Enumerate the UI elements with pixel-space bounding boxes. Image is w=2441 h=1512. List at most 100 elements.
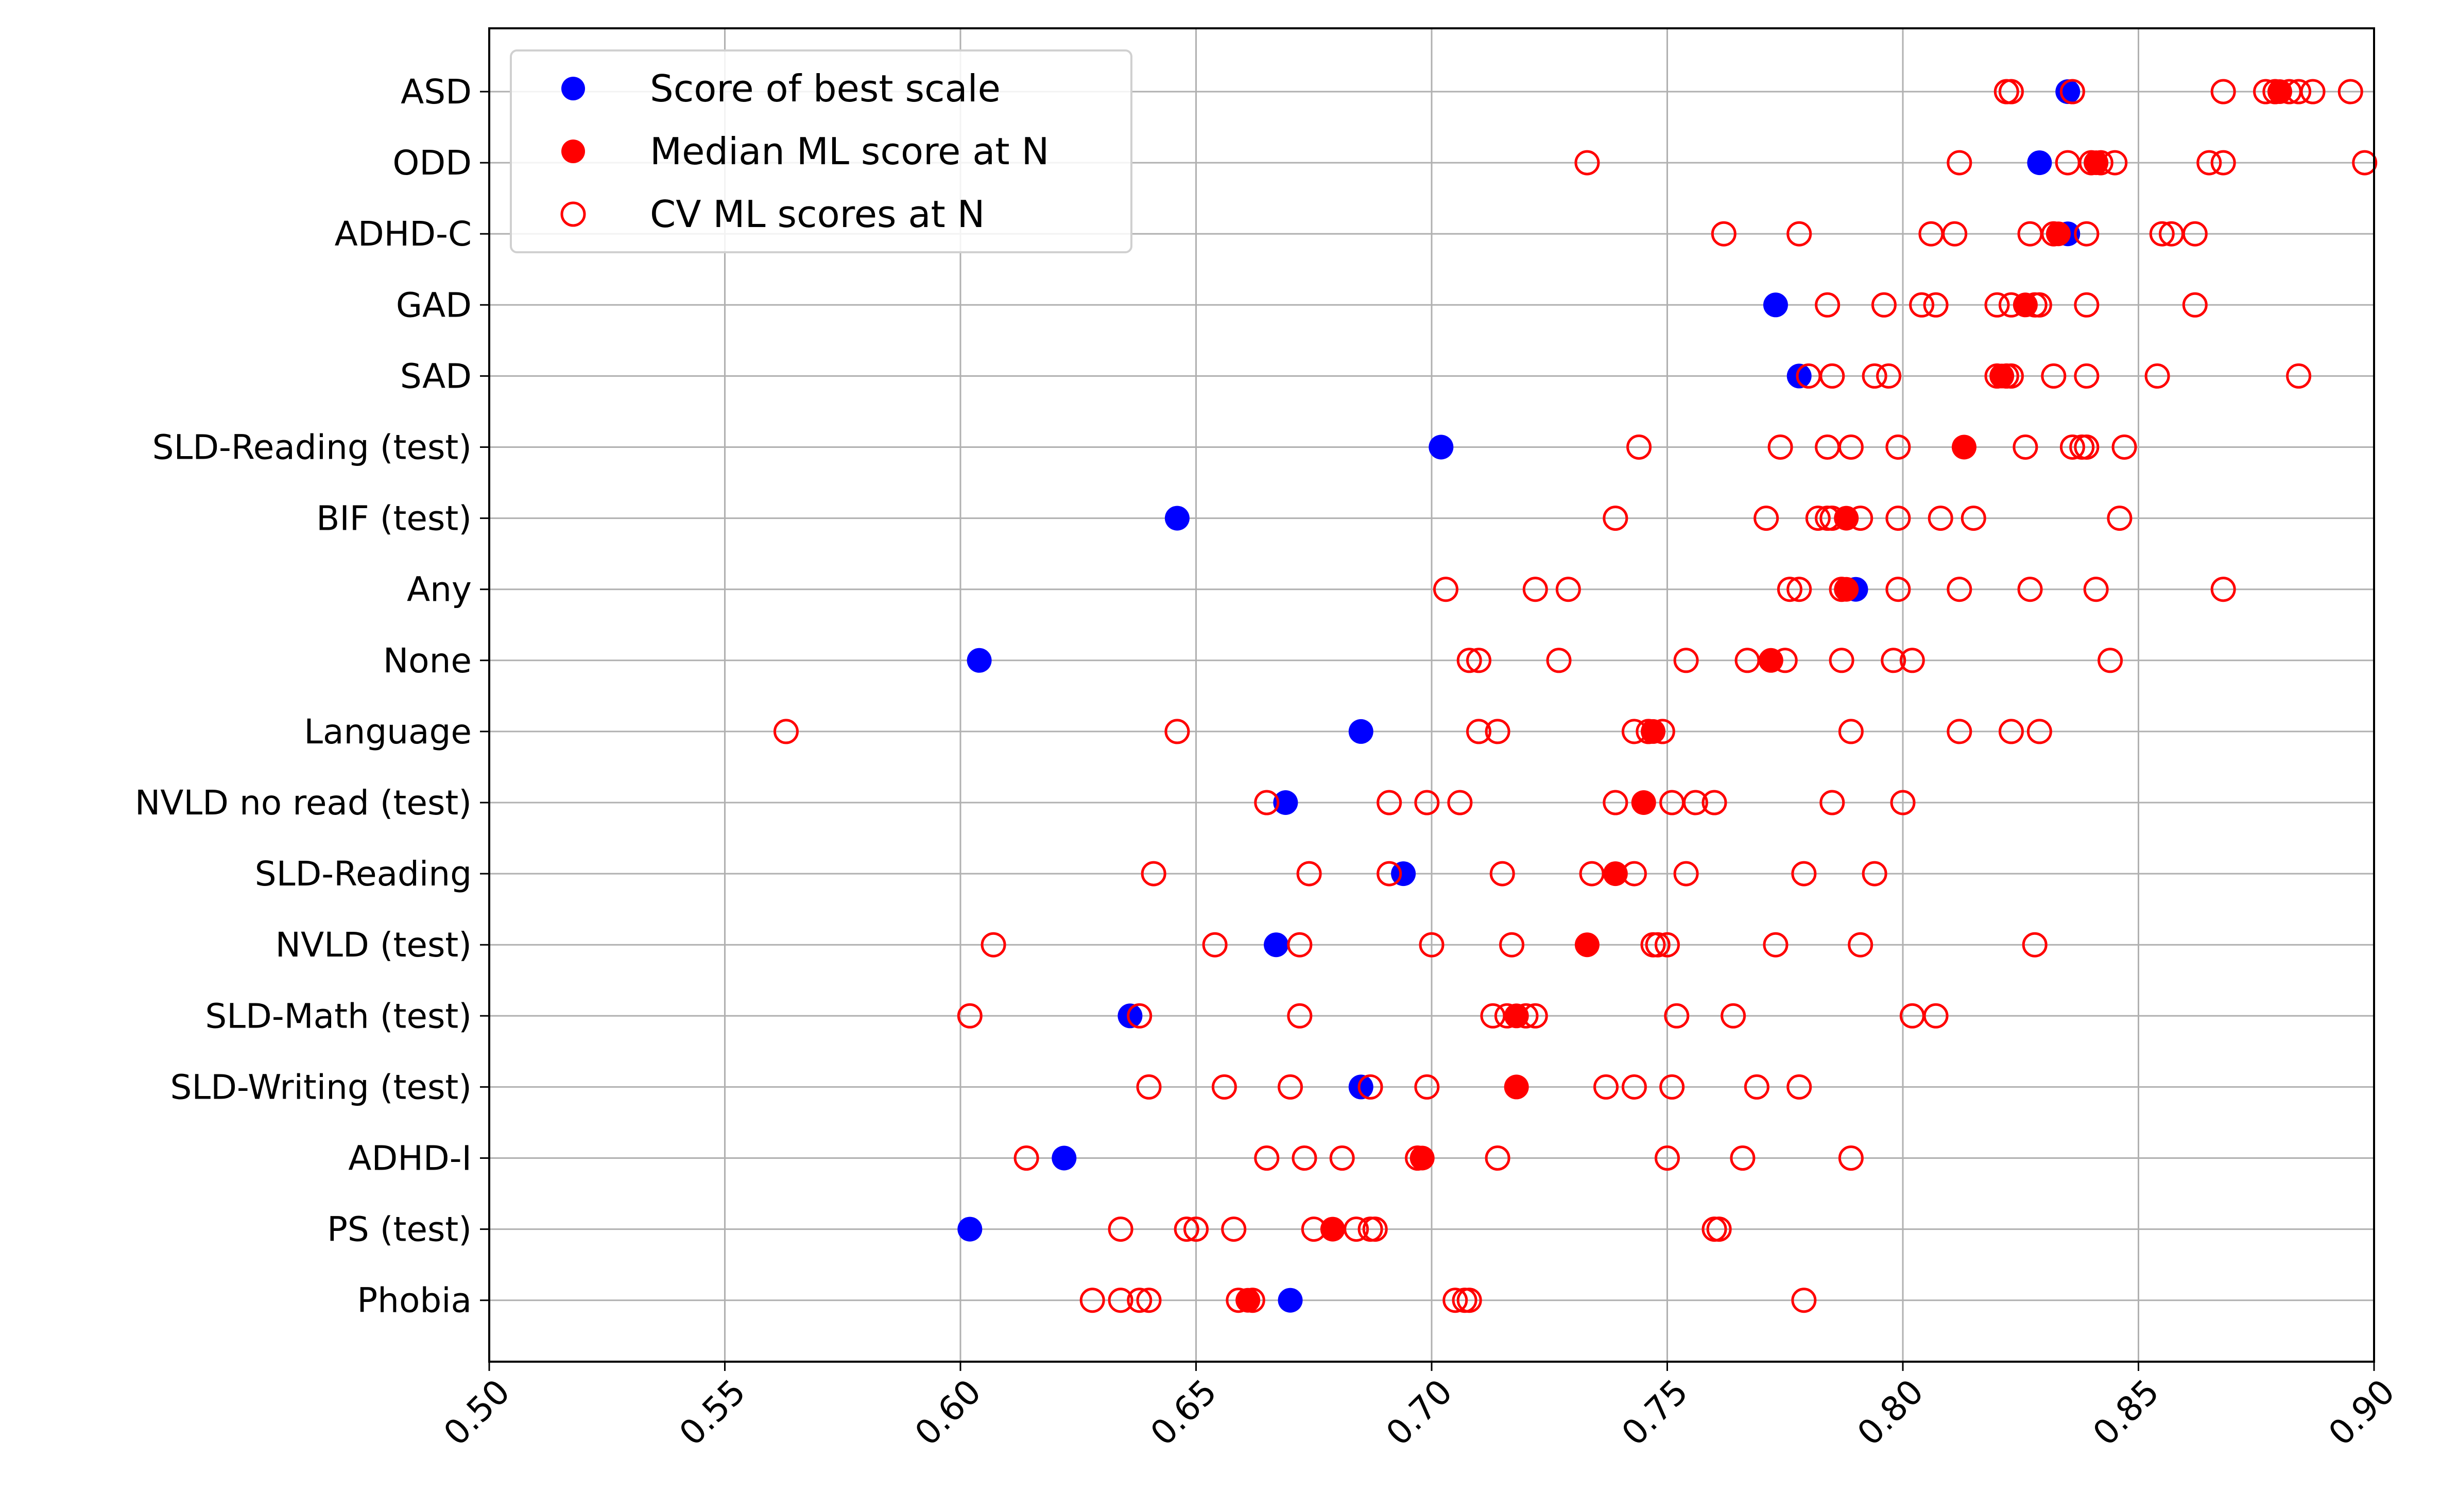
- median-ml-point: [1320, 1216, 1345, 1242]
- cv-ml-point: [1226, 1288, 1251, 1313]
- best-scale-point: [1429, 435, 1454, 460]
- cv-ml-point: [1419, 932, 1445, 958]
- cv-ml-point: [1885, 577, 1911, 602]
- y-tick-label: ASD: [401, 72, 472, 112]
- cv-ml-point: [1499, 932, 1525, 958]
- cv-ml-point: [1673, 648, 1699, 673]
- cv-ml-point: [1659, 1074, 1685, 1100]
- median-ml-point: [1409, 1145, 1435, 1171]
- cv-ml-point: [2102, 150, 2128, 176]
- cv-ml-point: [1414, 790, 1440, 815]
- y-tick-label: NVLD no read (test): [135, 783, 472, 823]
- cv-ml-point: [2074, 292, 2100, 318]
- cv-ml-point: [2182, 221, 2208, 247]
- cv-ml-point: [1998, 363, 2024, 389]
- cv-ml-point: [2022, 932, 2048, 958]
- cv-ml-point: [2059, 435, 2085, 460]
- legend: Score of best scale Median ML score at N…: [510, 49, 1132, 253]
- cv-ml-point: [1706, 1216, 1732, 1242]
- cv-ml-point: [1772, 648, 1798, 673]
- cv-ml-point: [981, 932, 1006, 958]
- cv-ml-point: [1466, 719, 1491, 744]
- y-tick-label: PS (test): [327, 1210, 472, 1249]
- cv-ml-point: [1183, 1216, 1209, 1242]
- cv-ml-point: [2210, 79, 2236, 105]
- cv-ml-point: [2196, 150, 2222, 176]
- cv-ml-point: [1079, 1288, 1105, 1313]
- cv-ml-point: [1838, 1145, 1864, 1171]
- cv-ml-point: [1447, 790, 1473, 815]
- cv-ml-point: [1513, 1003, 1539, 1029]
- y-tick-label: ADHD-I: [348, 1139, 472, 1178]
- cv-ml-point: [1377, 861, 1402, 887]
- best-scale-point: [1052, 1145, 1077, 1171]
- cv-ml-point: [1108, 1288, 1133, 1313]
- legend-label-cv-ml: CV ML scores at N: [650, 193, 985, 236]
- cv-ml-point: [1984, 363, 2010, 389]
- cv-ml-point: [1621, 719, 1647, 744]
- cv-ml-point: [1377, 790, 1402, 815]
- median-ml-point: [2045, 221, 2071, 247]
- cv-ml-point: [1838, 435, 1864, 460]
- median-ml-point: [1989, 363, 2015, 389]
- cv-ml-point: [2149, 221, 2175, 247]
- cv-ml-point: [1815, 292, 1841, 318]
- cv-ml-point: [1127, 1288, 1153, 1313]
- cv-ml-point: [2182, 292, 2208, 318]
- cv-ml-point: [1899, 648, 1925, 673]
- cv-ml-point: [1848, 506, 1873, 531]
- cv-ml-point: [1301, 1216, 1327, 1242]
- cv-ml-point: [2107, 506, 2133, 531]
- best-scale-point: [1786, 363, 1812, 389]
- cv-ml-point: [1805, 506, 1831, 531]
- cv-ml-point: [1329, 1145, 1355, 1171]
- best-scale-point: [1763, 292, 1788, 318]
- cv-ml-point: [1287, 1003, 1313, 1029]
- y-tick-label: Phobia: [357, 1281, 472, 1320]
- cv-ml-point: [1579, 861, 1605, 887]
- cv-ml-point: [1923, 1003, 1949, 1029]
- cv-ml-point: [1485, 1145, 1510, 1171]
- y-tick-label: Any: [407, 570, 472, 610]
- cv-ml-point: [1362, 1216, 1388, 1242]
- cv-ml-point: [1791, 1288, 1817, 1313]
- cv-ml-point: [1786, 577, 1812, 602]
- cv-ml-point: [1947, 150, 1972, 176]
- cv-ml-point: [2074, 435, 2100, 460]
- cv-ml-point: [1730, 1145, 1756, 1171]
- cv-ml-point: [1174, 1216, 1199, 1242]
- y-tick-label: GAD: [396, 285, 472, 325]
- cv-ml-point: [1522, 1003, 1548, 1029]
- y-tick-label: None: [383, 641, 472, 681]
- cv-ml-point: [1829, 648, 1854, 673]
- cv-ml-point: [1655, 932, 1680, 958]
- cv-ml-point: [1636, 719, 1661, 744]
- median-ml-point: [1504, 1003, 1529, 1029]
- cv-ml-point: [1885, 435, 1911, 460]
- cv-ml-point: [1546, 648, 1572, 673]
- cv-ml-point: [1211, 1074, 1237, 1100]
- cv-ml-point: [1829, 577, 1854, 602]
- cv-ml-point: [1791, 861, 1817, 887]
- median-ml-point: [1834, 577, 1859, 602]
- data-marks: [773, 79, 2378, 1313]
- cv-ml-point: [2144, 363, 2170, 389]
- cv-ml-point: [1734, 648, 1760, 673]
- best-scale-point: [2055, 79, 2081, 104]
- cv-ml-point: [1876, 363, 1902, 389]
- best-scale-point: [1273, 790, 1298, 815]
- cv-ml-point: [1480, 1003, 1506, 1029]
- median-ml-point: [1951, 435, 1976, 460]
- cv-ml-point: [1645, 932, 1671, 958]
- cv-ml-point: [2300, 79, 2326, 105]
- y-tick-label: BIF (test): [316, 499, 472, 538]
- cv-ml-point: [1871, 292, 1897, 318]
- cv-ml-point: [773, 719, 799, 744]
- median-ml-point: [1574, 932, 1600, 958]
- cv-ml-point: [2059, 79, 2085, 105]
- cv-ml-point: [2041, 363, 2067, 389]
- best-scale-point: [1264, 932, 1289, 958]
- cv-ml-point: [2210, 150, 2236, 176]
- cv-ml-point: [2026, 292, 2052, 318]
- cv-ml-point: [1890, 790, 1916, 815]
